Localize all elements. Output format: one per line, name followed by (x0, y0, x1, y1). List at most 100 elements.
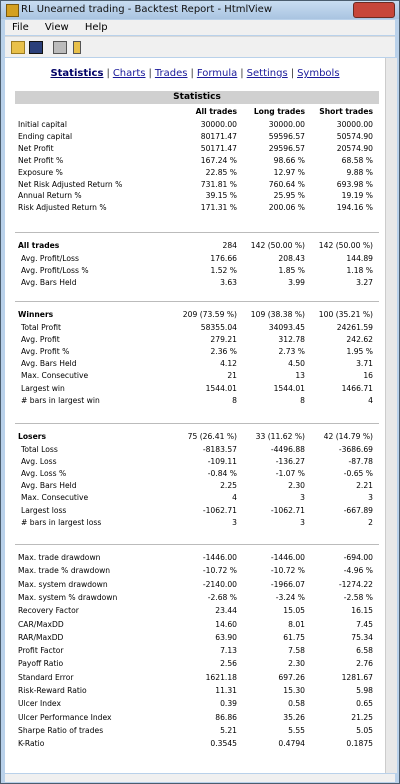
title-bar: RL Unearned trading - Backtest Report - … (1, 1, 399, 19)
row-value: 5.98 (356, 686, 373, 695)
nav-link[interactable]: Trades (154, 68, 188, 79)
row-value: 9.88 % (346, 167, 373, 177)
row-value: 16 (363, 371, 373, 381)
column-header: All trades (195, 107, 237, 116)
row-value: 142 (50.00 %) (250, 241, 305, 250)
close-button[interactable] (353, 2, 395, 18)
nav-link[interactable]: Formula (196, 68, 238, 79)
row-value: -4.96 % (343, 566, 373, 576)
print-button[interactable] (53, 41, 67, 54)
row-value: 200.06 % (268, 203, 305, 213)
row-value: 4.50 (288, 359, 305, 369)
row-value: 0.1875 (346, 739, 373, 749)
row-value: 14.60 (215, 619, 237, 629)
row-value: 194.16 % (336, 203, 373, 213)
row-label: Ulcer Performance Index (18, 712, 112, 722)
row-value: 1466.71 (341, 383, 373, 393)
table-title: Statistics (15, 91, 379, 104)
row-label: Profit Factor (18, 646, 64, 656)
row-value: 3 (300, 493, 305, 503)
status-bar (5, 774, 395, 782)
row-value: -1966.07 (270, 579, 305, 589)
menu-item[interactable]: View (44, 22, 69, 33)
nav-separator: | (290, 68, 295, 79)
nav-separator: | (106, 68, 110, 79)
menu-item[interactable]: Help (84, 22, 108, 33)
row-value: 3.27 (356, 278, 373, 287)
section-header: Winners (18, 310, 54, 319)
row-value: 50171.47 (200, 143, 237, 153)
row-label: Net Risk Adjusted Return % (18, 179, 123, 189)
row-value: 142 (50.00 %) (318, 241, 373, 250)
row-value: 61.75 (283, 632, 305, 642)
row-label: Max. Consecutive (21, 493, 89, 503)
row-value: 12.97 % (273, 167, 305, 177)
help-button[interactable] (73, 41, 81, 54)
row-value: 24261.59 (336, 323, 373, 332)
row-value: -109.11 (207, 457, 237, 467)
row-value: 242.62 (346, 335, 373, 345)
row-value: 1.52 % (210, 266, 237, 275)
nav-link[interactable]: Symbols (297, 68, 340, 79)
row-label: # bars in largest win (21, 395, 100, 405)
row-label: Total Profit (21, 323, 61, 332)
nav-link[interactable]: Charts (112, 68, 146, 79)
row-value: 2.76 (356, 659, 373, 669)
row-value: 2.30 (288, 659, 305, 669)
row-value: 697.26 (278, 672, 305, 682)
toolbar (5, 36, 395, 57)
row-value: 30000.00 (268, 120, 305, 129)
row-label: Max. trade % drawdown (18, 566, 111, 576)
row-value: -10.72 % (270, 566, 305, 576)
row-value: 75.34 (351, 632, 373, 642)
open-button[interactable] (11, 41, 25, 54)
row-label: Ulcer Index (18, 699, 61, 709)
row-value: 0.65 (356, 699, 373, 709)
row-value: 7.45 (356, 619, 373, 629)
row-label: Avg. Loss % (21, 469, 67, 479)
row-value: 80171.47 (200, 131, 237, 141)
row-label: Avg. Bars Held (21, 278, 77, 287)
row-value: 4 (368, 395, 373, 405)
row-value: 760.64 % (268, 179, 305, 189)
nav-separator: | (148, 68, 152, 79)
scrollbar[interactable] (385, 58, 397, 773)
row-value: -694.00 (343, 553, 373, 562)
row-value: 68.58 % (341, 155, 373, 165)
row-value: -4496.88 (270, 445, 305, 454)
row-label: Largest win (21, 383, 65, 393)
nav-link[interactable]: Statistics (50, 68, 104, 79)
row-value: 2.73 % (278, 347, 305, 357)
row-value: 5.05 (356, 725, 373, 735)
row-value: 3 (368, 493, 373, 503)
row-value: 34093.45 (268, 323, 305, 332)
row-value: 1.18 % (346, 266, 373, 275)
menu-item[interactable]: File (12, 22, 29, 33)
row-value: -2.58 % (343, 592, 373, 602)
row-value: 19.19 % (341, 191, 373, 201)
row-value: 7.58 (288, 646, 305, 656)
row-value: 2.25 (220, 481, 237, 491)
row-value: 58355.04 (200, 323, 237, 332)
row-value: 5.55 (288, 725, 305, 735)
row-value: -1062.71 (270, 505, 305, 515)
row-label: Max. system % drawdown (18, 592, 118, 602)
stats-table: Statistics All trades Long trades Short tr… (15, 91, 379, 773)
row-value: 5.21 (220, 725, 237, 735)
row-value: 0.4794 (278, 739, 305, 749)
row-value: 6.58 (356, 646, 373, 656)
nav-link[interactable]: Settings (246, 68, 288, 79)
row-value: 39.15 % (205, 191, 237, 201)
row-value: 35.26 (283, 712, 305, 722)
section-header: Losers (18, 432, 46, 441)
row-value: 3.71 (356, 359, 373, 369)
row-value: 1281.67 (341, 672, 373, 682)
row-label: Exposure % (18, 167, 63, 177)
row-value: 171.31 % (200, 203, 237, 213)
save-button[interactable] (29, 41, 43, 54)
row-label: Avg. Loss (21, 457, 57, 467)
row-value: 33 (11.62 %) (255, 432, 305, 441)
row-value: 3.99 (288, 278, 305, 287)
row-value: -1446.00 (270, 553, 305, 562)
row-value: 50574.90 (336, 131, 373, 141)
